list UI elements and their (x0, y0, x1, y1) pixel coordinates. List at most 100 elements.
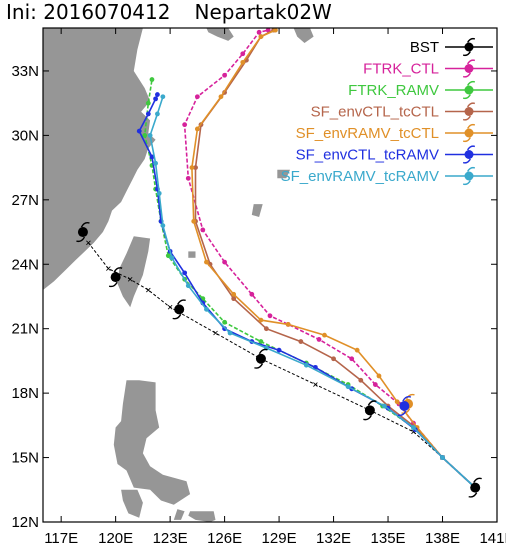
track-point (155, 111, 160, 117)
x-tick-label: 135E (371, 530, 406, 547)
x-axis: 117E 120E 123E 126E 129E 132E 135E 138E 141E (44, 28, 506, 547)
track-point (193, 165, 198, 171)
track-point (222, 72, 228, 78)
track-line-bst (88, 242, 476, 488)
track-point (258, 34, 264, 39)
track-point (231, 296, 237, 302)
y-tick-label: 15N (11, 450, 39, 467)
typhoon-symbol-icon (462, 166, 476, 186)
philippines-mindoro (121, 489, 143, 518)
track-point (273, 28, 278, 33)
track-point (200, 227, 206, 233)
track-point (204, 259, 209, 265)
track-point (276, 347, 282, 353)
y-tick-label: 27N (11, 192, 39, 209)
track-point (258, 339, 264, 344)
track-point (372, 382, 378, 387)
philippines-luzon (113, 380, 191, 505)
ryukyu-island-1 (251, 204, 263, 217)
typhoon-symbol-icon (397, 396, 412, 417)
map-title: Ini: 2016070412 Nepartak02W (6, 0, 332, 24)
track-point (136, 128, 142, 134)
track-point (411, 425, 416, 430)
y-tick-label: 12N (11, 514, 39, 531)
track-point (160, 223, 166, 229)
track-point (354, 347, 360, 353)
track-point (222, 319, 228, 325)
track-point (303, 362, 309, 368)
track-point (331, 356, 336, 362)
typhoon-symbol-icon (172, 299, 186, 320)
y-tick-label: 30N (11, 127, 39, 144)
track-point (149, 77, 155, 82)
track-point (322, 332, 327, 338)
x-tick-label: 120E (98, 530, 133, 547)
track-point (165, 253, 171, 259)
typhoon-symbol-icon (108, 267, 123, 288)
legend-label: FTRK_RAMV (348, 82, 439, 99)
x-tick-label: 117E (44, 530, 78, 547)
legend-label: SF_envRAMV_tcRAMV (281, 168, 439, 185)
typhoon-symbol-layer (76, 222, 482, 498)
china-landmass (43, 28, 156, 290)
x-tick-label: 123E (153, 530, 188, 547)
track-point (285, 322, 291, 327)
track-point (169, 255, 175, 261)
legend: BST FTRK_CTL FTRK_RAMV SF_envCTL_tcCTL SF_en… (281, 37, 493, 186)
track-point (142, 132, 148, 138)
track-point (218, 94, 224, 100)
typhoon-symbol-icon (254, 348, 268, 369)
track-point (160, 94, 166, 100)
y-tick-label: 21N (11, 321, 39, 338)
y-axis: 12N 15N 18N 21N 24N 27N 30N 33N (11, 63, 497, 531)
track-point (204, 306, 209, 312)
track-point (258, 317, 264, 323)
korea-landmass (206, 28, 234, 41)
track-point (231, 291, 237, 297)
track-point (194, 126, 200, 132)
legend-label: SF_envCTL_tcCTL (311, 104, 439, 121)
track-point (156, 190, 162, 196)
x-tick-label: 129E (262, 530, 297, 547)
legend-label: SF_envCTL_tcRAMV (296, 147, 439, 164)
best-track-point (106, 266, 111, 271)
track-point (249, 291, 255, 297)
track-point (145, 111, 151, 117)
track-point (147, 132, 153, 138)
track-point (263, 326, 269, 332)
track-point (191, 218, 197, 224)
track-point (349, 356, 355, 362)
y-tick-label: 18N (11, 385, 39, 402)
track-point (240, 59, 246, 65)
legend-label: FTRK_CTL (363, 61, 439, 78)
track-point (376, 373, 382, 379)
typhoon-symbol-icon (76, 222, 90, 243)
ryukyu-island-3 (188, 251, 196, 258)
best-track-point (127, 277, 133, 282)
legend-label: SF_envRAMV_tcCTL (296, 125, 439, 142)
title-init: Ini: 2016070412 (6, 0, 171, 24)
best-track-point (213, 330, 218, 336)
track-point (267, 313, 273, 319)
taiwan-island (117, 236, 151, 308)
track-point (227, 330, 233, 336)
track-point (345, 384, 351, 390)
typhoon-symbol-icon (468, 477, 482, 498)
best-track-point (313, 382, 318, 387)
philippines-samar (188, 511, 216, 522)
track-point (185, 283, 191, 289)
legend-label: BST (410, 39, 439, 56)
best-track-point (167, 304, 173, 310)
track-point (194, 94, 200, 100)
track-point (189, 165, 195, 171)
y-tick-label: 33N (11, 63, 39, 80)
best-track-point (86, 240, 91, 246)
track-point (256, 29, 262, 35)
x-tick-label: 132E (316, 530, 351, 547)
land-layer (43, 28, 314, 522)
best-track-point (146, 287, 151, 293)
track-point (222, 259, 228, 265)
x-tick-label: 138E (425, 530, 460, 547)
typhoon-symbol-icon (462, 145, 476, 164)
